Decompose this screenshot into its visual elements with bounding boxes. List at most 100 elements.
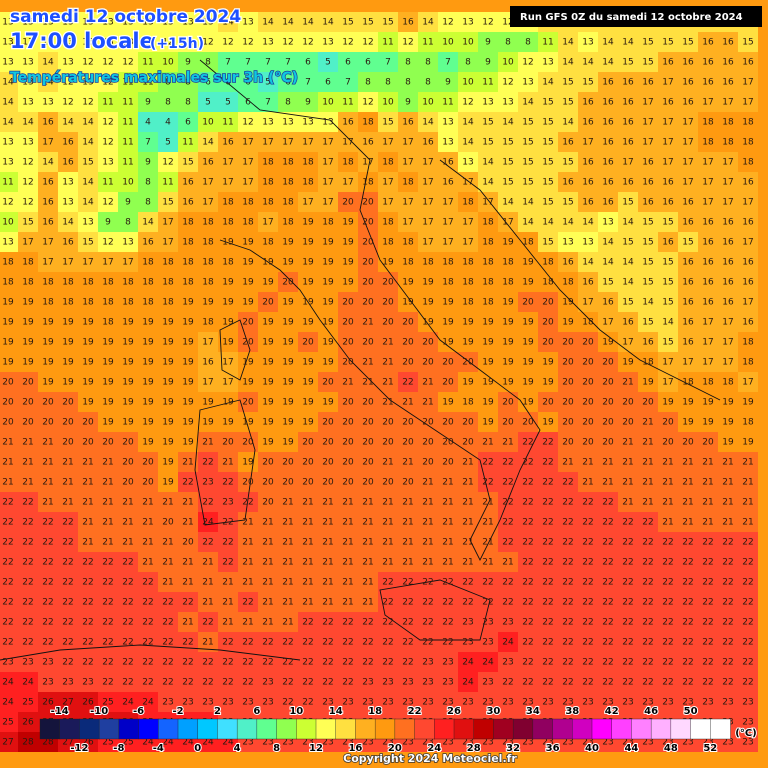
temperature-value: 20	[302, 478, 314, 488]
temperature-value: 22	[522, 638, 533, 648]
temperature-cell	[118, 192, 138, 212]
temperature-cell	[18, 12, 38, 32]
temperature-value: 22	[22, 558, 33, 568]
temperature-cell	[18, 192, 38, 212]
temperature-value: 15	[682, 238, 693, 248]
temperature-value: 16	[702, 78, 714, 88]
temperature-value: 22	[162, 658, 173, 668]
temperature-value: 22	[502, 518, 513, 528]
temperature-value: 20	[242, 398, 254, 408]
temperature-value: 16	[602, 298, 614, 308]
temperature-cell	[598, 32, 618, 52]
temperature-cell	[378, 232, 398, 252]
temperature-value: 21	[462, 478, 473, 488]
temperature-value: 18	[262, 178, 274, 188]
temperature-value: 22	[82, 658, 93, 668]
temperature-cell	[478, 172, 498, 192]
temperature-value: 13	[482, 98, 493, 108]
temperature-value: 18	[362, 178, 374, 188]
temperature-value: 16	[682, 98, 694, 108]
temperature-value: 18	[282, 158, 294, 168]
temperature-cell	[418, 52, 438, 72]
temperature-value: 17	[262, 138, 273, 148]
temperature-value: 19	[742, 398, 754, 408]
temperature-cell	[518, 72, 538, 92]
temperature-value: 16	[582, 118, 594, 128]
temperature-value: 16	[62, 238, 74, 248]
temperature-value: 21	[502, 558, 513, 568]
temperature-value: 21	[122, 538, 133, 548]
temperature-value: 22	[682, 598, 693, 608]
temperature-value: 18	[742, 138, 754, 148]
temperature-value: 17	[662, 138, 673, 148]
temperature-cell	[238, 112, 258, 132]
temperature-value: 22	[122, 558, 133, 568]
temperature-value: 22	[322, 678, 333, 688]
temperature-value: 22	[322, 638, 333, 648]
temperature-cell	[318, 172, 338, 192]
temperature-cell	[0, 272, 18, 292]
temperature-value: 21	[122, 498, 133, 508]
temperature-cell	[458, 252, 478, 272]
temperature-value: 22	[62, 598, 73, 608]
temperature-value: 16	[402, 118, 414, 128]
temperature-value: 19	[162, 458, 174, 468]
temperature-value: 19	[182, 418, 194, 428]
legend-swatch	[355, 718, 376, 740]
temperature-value: 17	[362, 158, 373, 168]
temperature-value: 20	[642, 398, 654, 408]
temperature-value: 14	[82, 138, 94, 148]
temperature-value: 18	[162, 278, 174, 288]
temperature-value: 13	[62, 58, 73, 68]
temperature-cell	[458, 72, 478, 92]
temperature-value: 19	[2, 318, 14, 328]
temperature-value: 22	[22, 538, 33, 548]
temperature-cell	[218, 232, 238, 252]
temperature-cell	[158, 252, 178, 272]
temperature-cell	[358, 112, 378, 132]
temperature-value: 7	[225, 58, 231, 68]
temperature-value: 21	[742, 518, 753, 528]
temperature-value: 13	[2, 238, 13, 248]
temperature-value: 21	[382, 398, 393, 408]
temperature-value: 17	[322, 158, 333, 168]
temperature-cell	[518, 192, 538, 212]
temperature-cell	[0, 232, 18, 252]
temperature-value: 18	[462, 298, 474, 308]
temperature-value: 19	[62, 338, 74, 348]
temperature-value: 11	[2, 178, 13, 188]
legend-label: 10	[289, 706, 303, 717]
temperature-cell	[338, 12, 358, 32]
temperature-cell	[178, 272, 198, 292]
temperature-value: 21	[302, 558, 313, 568]
temperature-value: 22	[502, 578, 513, 588]
temperature-value: 17	[422, 158, 433, 168]
temperature-value: 20	[362, 198, 374, 208]
temperature-value: 13	[522, 78, 533, 88]
legend-label: 22	[408, 706, 422, 717]
temperature-value: 18	[402, 178, 414, 188]
temperature-value: 23	[202, 698, 213, 708]
temperature-value: 6	[245, 98, 251, 108]
temperature-value: 21	[322, 578, 333, 588]
temperature-cell	[98, 172, 118, 192]
temperature-cell	[358, 172, 378, 192]
temperature-value: 17	[462, 178, 473, 188]
temperature-value: 20	[302, 338, 314, 348]
legend-swatch	[690, 718, 711, 740]
temperature-cell	[458, 192, 478, 212]
temperature-value: 20	[602, 398, 614, 408]
temperature-value: 22	[602, 658, 613, 668]
temperature-value: 20	[362, 438, 374, 448]
temperature-value: 19	[162, 318, 174, 328]
temperature-value: 20	[582, 438, 594, 448]
temperature-value: 12	[302, 38, 313, 48]
temperature-cell	[438, 152, 458, 172]
temperature-value: 12	[22, 158, 33, 168]
temperature-value: 22	[82, 618, 93, 628]
temperature-value: 18	[362, 118, 374, 128]
temperature-cell	[278, 272, 298, 292]
temperature-cell	[58, 152, 78, 172]
temperature-value: 12	[122, 58, 133, 68]
temperature-cell	[358, 152, 378, 172]
